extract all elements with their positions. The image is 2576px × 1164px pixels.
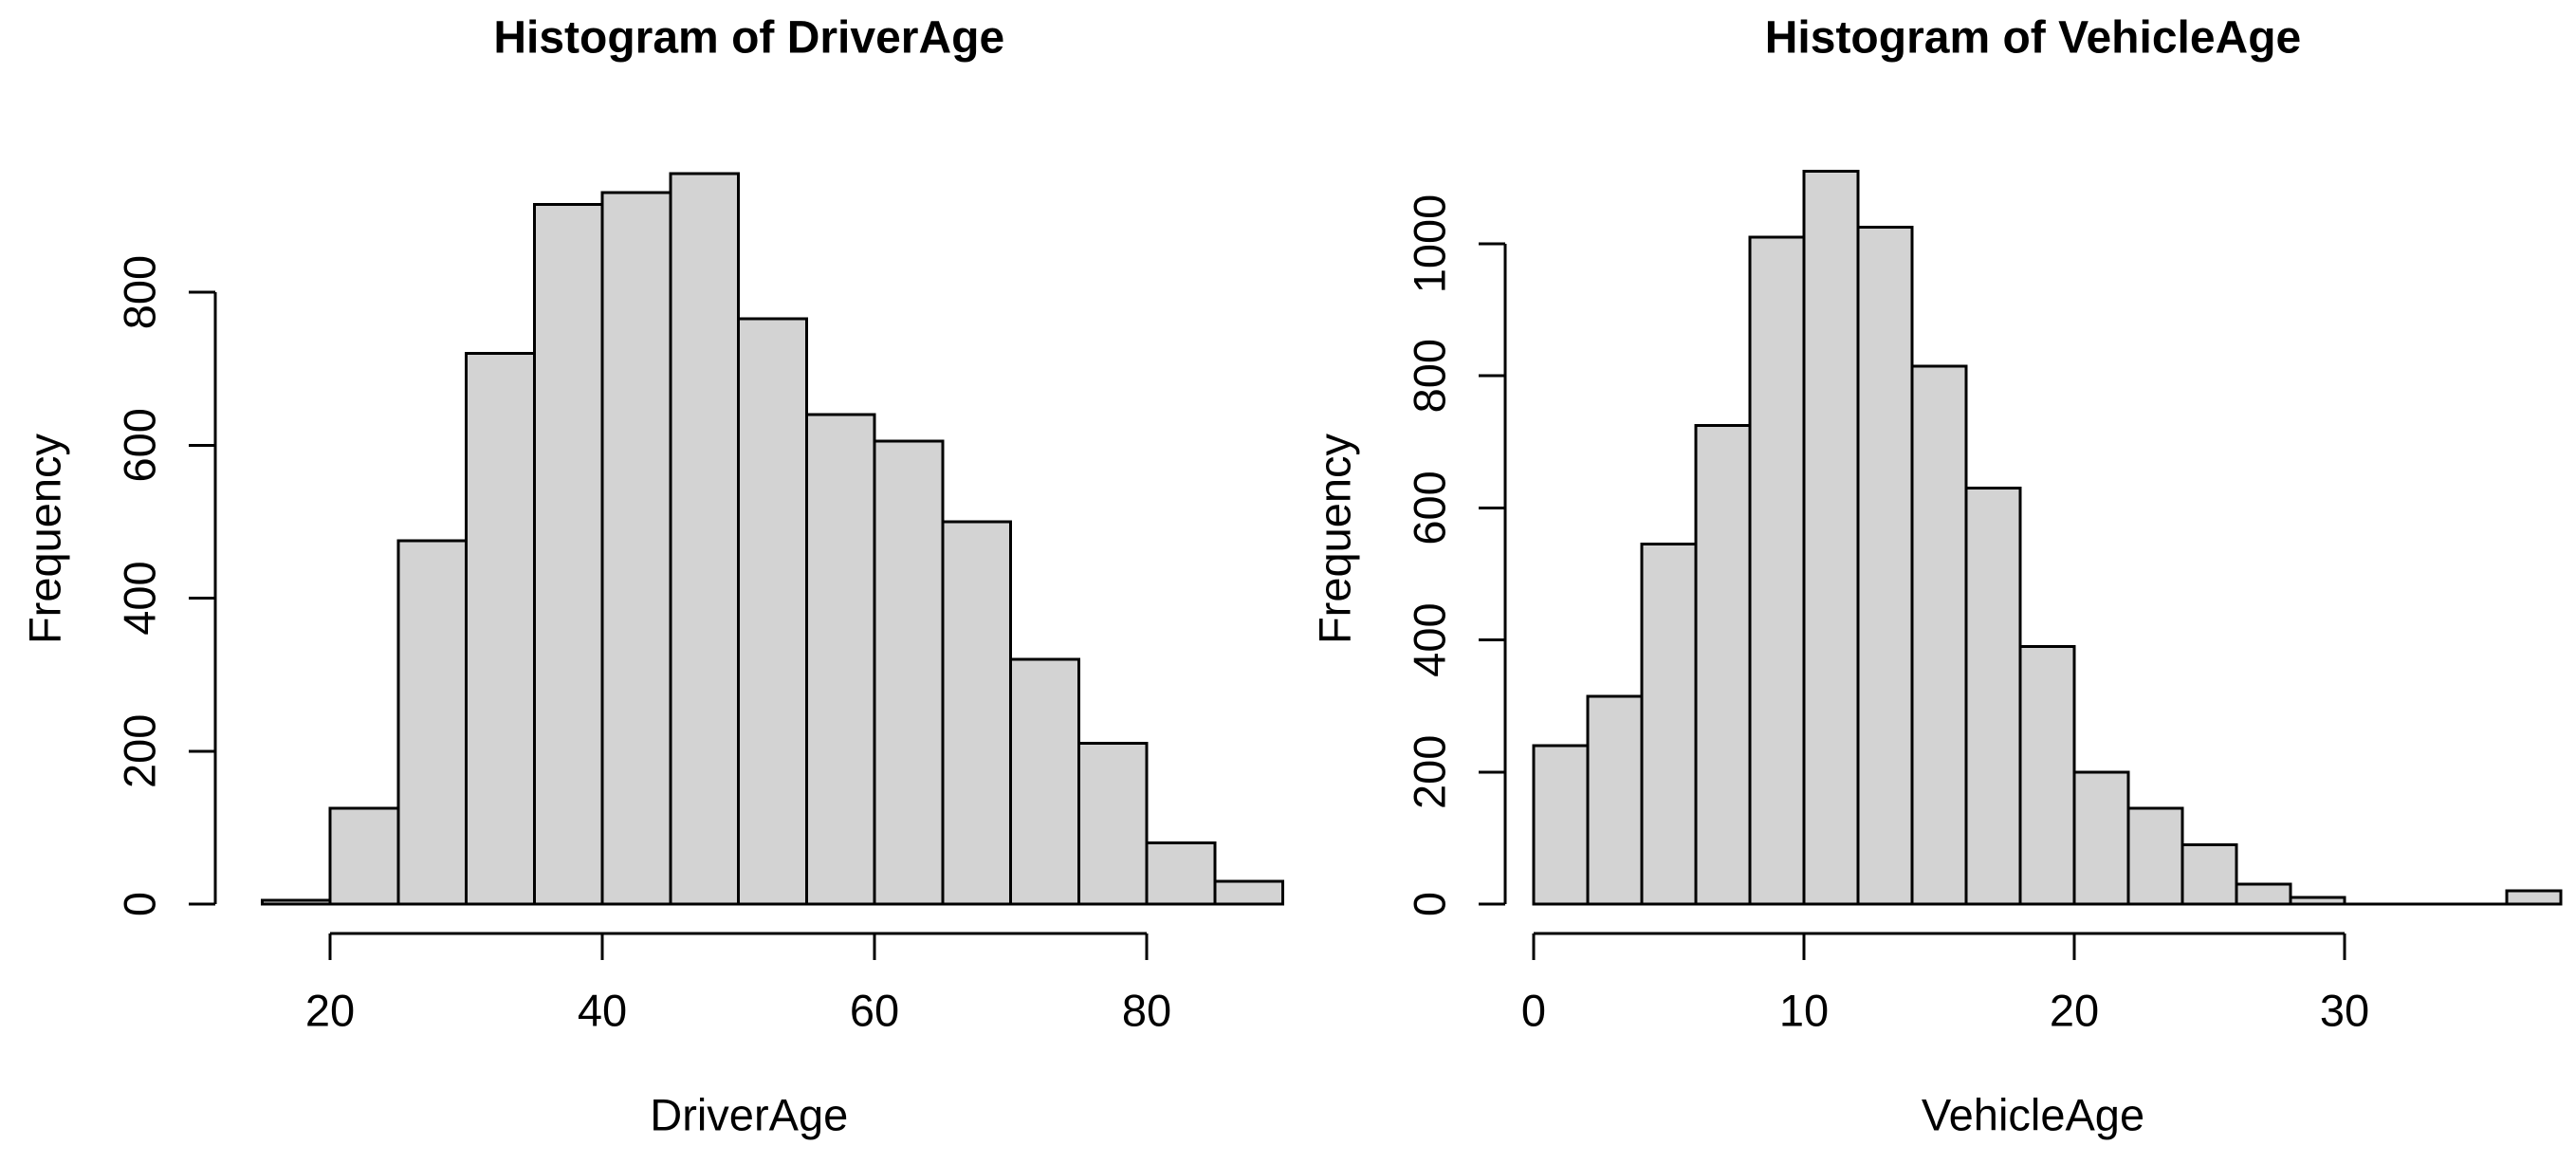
histogram-bar-16-18 <box>1964 487 2022 906</box>
x-axis <box>1532 932 2346 960</box>
histogram-bar-22-24 <box>2126 806 2184 906</box>
chart-title: Histogram of VehicleAge <box>1765 13 2301 64</box>
y-tick-label: 800 <box>1405 339 1455 413</box>
histogram-bar-85-90 <box>1213 879 1284 906</box>
histogram-bar-45-50 <box>669 172 740 906</box>
x-axis-title: DriverAge <box>650 1090 848 1140</box>
histogram-bar-50-55 <box>737 317 808 906</box>
histogram-bar-25-30 <box>396 539 468 906</box>
histogram-bar-20-25 <box>328 806 400 906</box>
histogram-bar-10-12 <box>1802 169 1860 906</box>
y-tick-label: 400 <box>1405 602 1455 676</box>
histogram-bar-80-85 <box>1145 841 1217 906</box>
histogram-bar-60-65 <box>873 439 945 906</box>
y-axis-title: Frequency <box>20 433 70 644</box>
histogram-bar-24-26 <box>2180 842 2238 906</box>
histogram-bar-40-45 <box>600 191 672 906</box>
histogram-bars <box>260 172 1284 906</box>
y-tick-label: 200 <box>115 714 165 788</box>
x-axis-title: VehicleAge <box>1922 1090 2144 1140</box>
y-tick-label: 1000 <box>1405 194 1455 294</box>
histogram-bar-20-22 <box>2072 770 2130 906</box>
x-axis <box>328 932 1149 960</box>
histogram-bar-26-28 <box>2235 882 2292 906</box>
histogram-bar-15-20 <box>260 898 332 906</box>
histogram-bar-75-80 <box>1076 742 1149 906</box>
chart-title: Histogram of DriverAge <box>493 13 1004 64</box>
histogram-bars <box>1532 169 2563 906</box>
y-tick-label: 600 <box>1405 471 1455 545</box>
histogram-bar-55-60 <box>804 413 876 906</box>
histogram-bar-35-40 <box>532 202 604 906</box>
histogram-bar-28-30 <box>2289 896 2346 906</box>
x-tick-label: 30 <box>2320 986 2369 1036</box>
x-tick-label: 60 <box>850 986 899 1036</box>
x-tick-label: 40 <box>578 986 627 1036</box>
y-tick-label: 0 <box>1405 892 1455 916</box>
histogram-bar-18-20 <box>2018 645 2076 906</box>
x-tick-label: 0 <box>1521 986 1546 1036</box>
x-tick-label: 20 <box>305 986 355 1036</box>
histogram-bar-36-38 <box>2505 889 2563 906</box>
y-axis <box>1479 242 1507 906</box>
histogram-bar-65-70 <box>941 520 1012 906</box>
histogram-bar-0-2 <box>1532 744 1590 906</box>
histogram-bar-70-75 <box>1009 657 1080 906</box>
y-tick-label: 0 <box>115 892 165 916</box>
x-tick-label: 20 <box>2050 986 2099 1036</box>
histogram-bar-6-8 <box>1694 423 1752 906</box>
histogram-bar-14-16 <box>1910 364 1968 906</box>
x-tick-label: 10 <box>1779 986 1829 1036</box>
histogram-bar-12-14 <box>1856 226 1914 906</box>
histogram-bar-8-10 <box>1748 235 1806 906</box>
y-tick-label: 200 <box>1405 735 1455 809</box>
left-histogram-panel: 0 200 400 600 800 20 40 60 80 Histogram of Driver… <box>20 13 1284 1140</box>
histogram-bar-2-4 <box>1586 694 1644 906</box>
right-histogram-panel: 0 200 400 600 800 1000 0 10 20 30 Histogram of Veh… <box>1310 13 2563 1140</box>
histogram-bar-30-35 <box>465 352 536 906</box>
y-tick-label: 800 <box>115 255 165 329</box>
y-axis <box>189 290 217 906</box>
y-axis-title: Frequency <box>1310 433 1360 644</box>
y-tick-label: 600 <box>115 408 165 482</box>
histogram-bar-4-6 <box>1640 543 1698 906</box>
y-tick-label: 400 <box>115 561 165 635</box>
x-tick-label: 80 <box>1122 986 1171 1036</box>
